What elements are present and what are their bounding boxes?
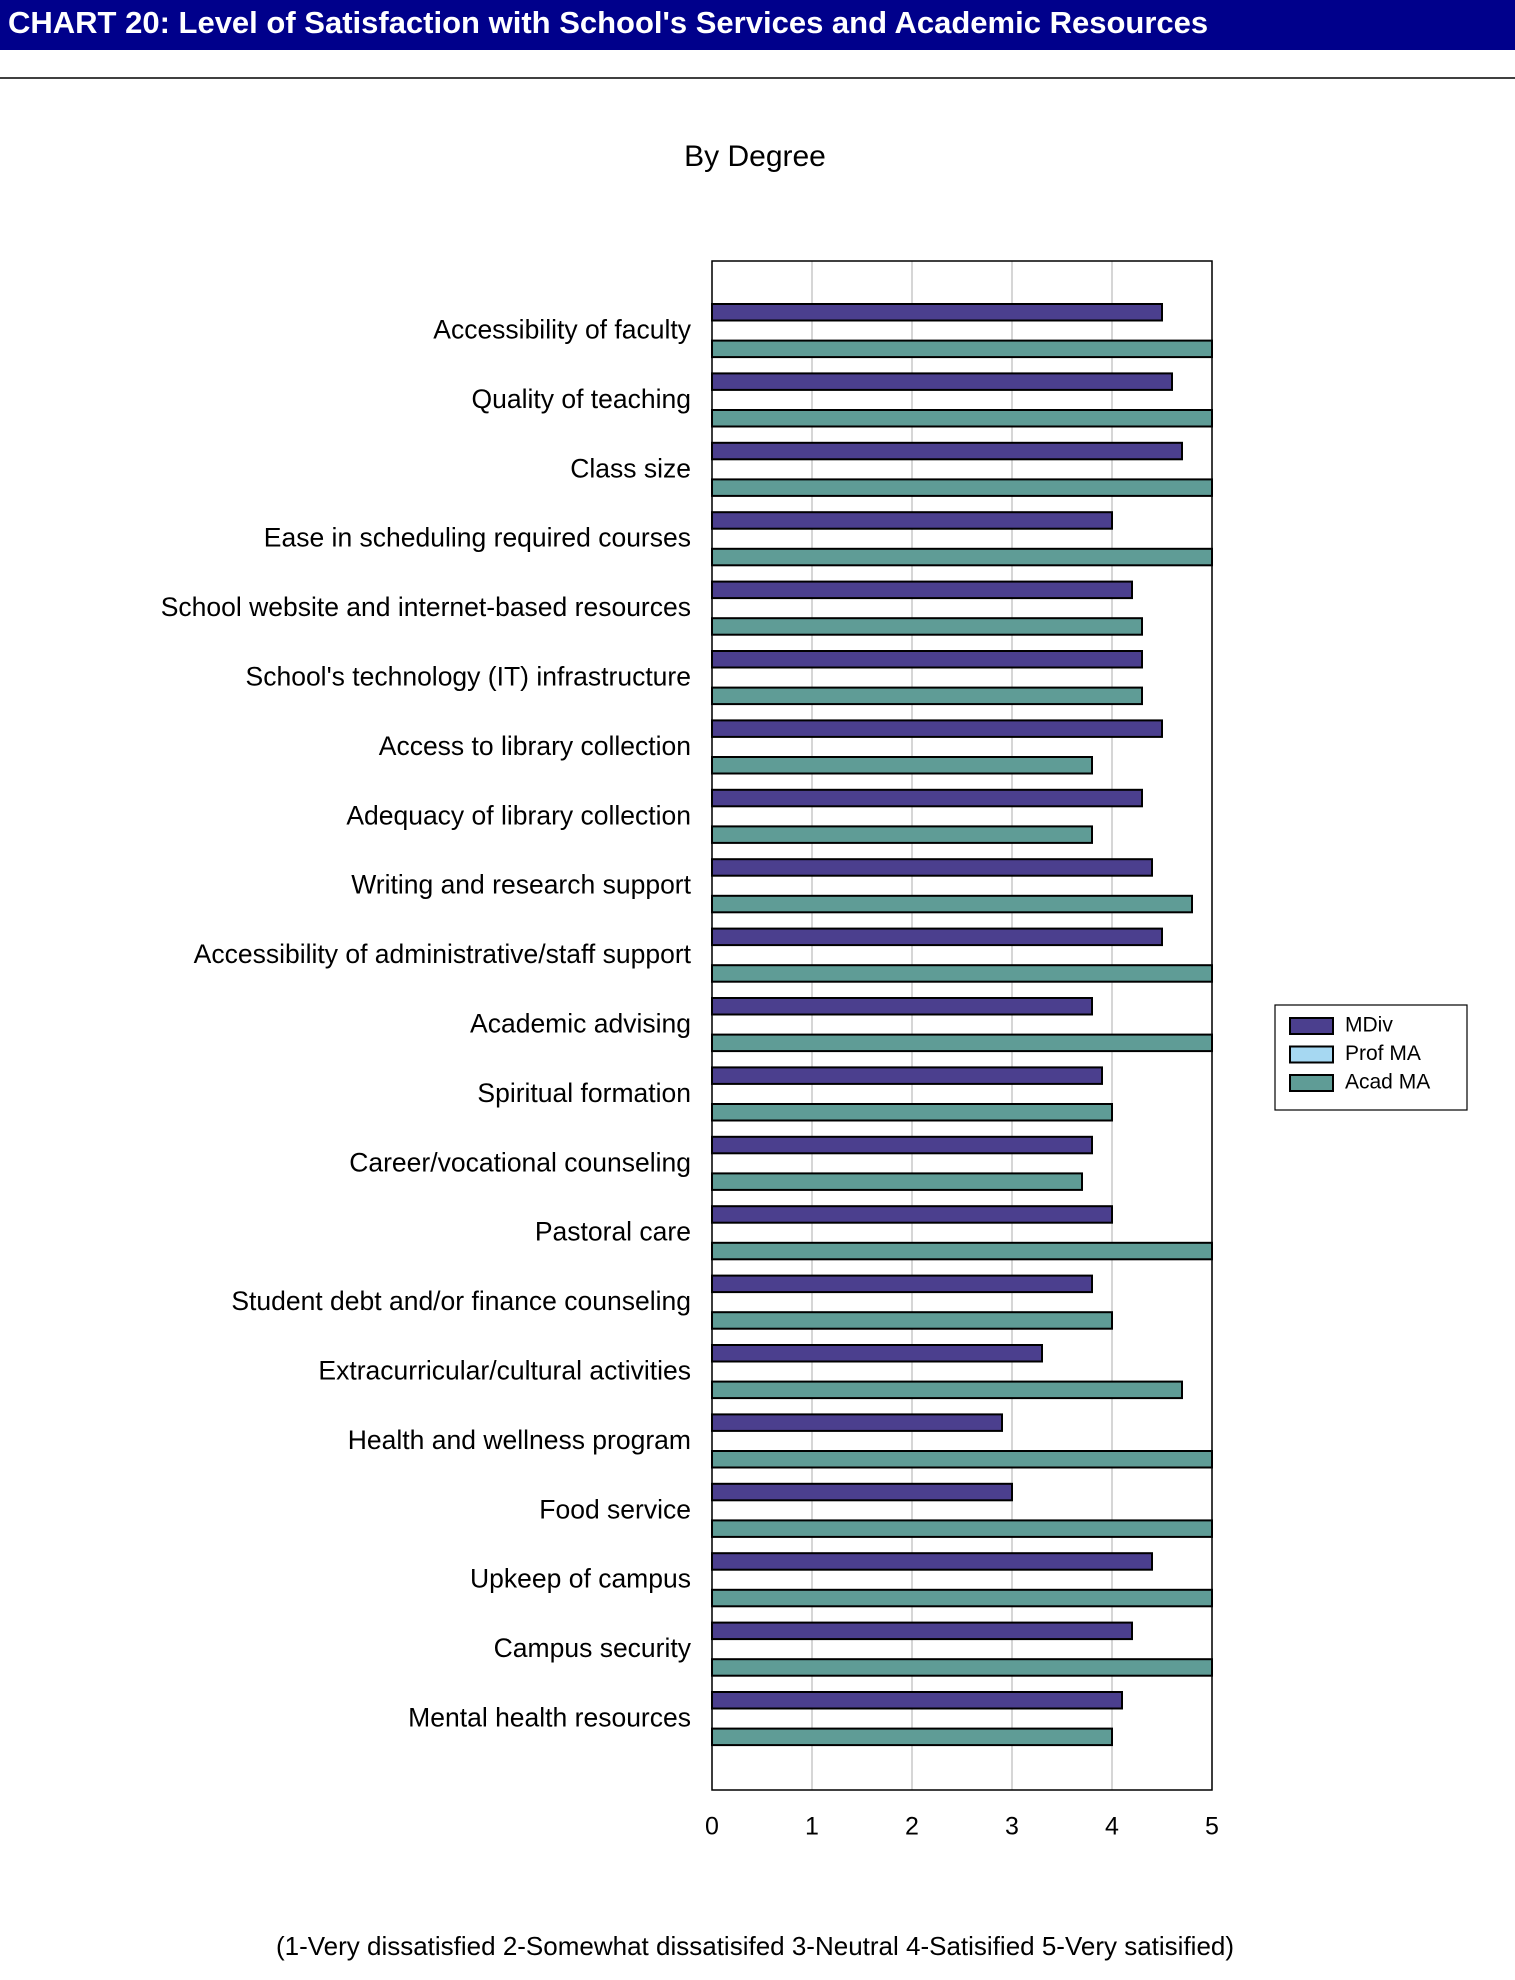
bar: [711, 825, 1093, 844]
bar: [711, 1066, 1103, 1085]
bar: [711, 1727, 1113, 1747]
legend-label: Prof MA: [1345, 1042, 1421, 1065]
category-label: Campus security: [494, 1633, 692, 1663]
bar: [711, 686, 1143, 706]
x-tick-label: 4: [1105, 1813, 1119, 1841]
category-label: Adequacy of library collection: [346, 800, 691, 830]
bar: [711, 1482, 1013, 1502]
bar: [711, 1205, 1113, 1224]
bar: [711, 511, 1113, 530]
bar: [711, 964, 1213, 983]
legend-swatch: [1289, 1017, 1334, 1035]
bar: [711, 1033, 1213, 1053]
bar: [711, 1380, 1183, 1400]
category-label: Food service: [539, 1494, 691, 1524]
bar: [711, 1135, 1093, 1155]
header-bar: [0, 0, 1515, 50]
bar: [711, 650, 1143, 669]
bar: [711, 1241, 1213, 1261]
category-label: Spiritual formation: [477, 1078, 691, 1108]
category-label: Pastoral care: [535, 1217, 691, 1247]
bar: [711, 339, 1213, 359]
bar: [711, 1588, 1213, 1608]
category-label: Mental health resources: [408, 1702, 691, 1732]
header: CHART 20: Level of Satisfaction with Sch…: [8, 5, 1208, 40]
bar: [711, 617, 1143, 636]
bar: [711, 1344, 1043, 1363]
category-label: Accessibility of faculty: [433, 314, 691, 344]
bar: [711, 1621, 1133, 1641]
bar: [711, 478, 1213, 497]
category-label: Upkeep of campus: [470, 1564, 691, 1594]
category-label: Accessibility of administrative/staff su…: [194, 939, 692, 969]
x-tick-label: 5: [1205, 1813, 1219, 1841]
bar: [711, 372, 1173, 391]
bar: [711, 580, 1133, 600]
bar: [711, 1519, 1213, 1538]
x-tick-label: 3: [1005, 1813, 1019, 1841]
legend-swatch: [1289, 1045, 1334, 1064]
bar: [711, 894, 1193, 914]
category-label: School's technology (IT) infrastructure: [246, 661, 691, 691]
footnote: (1-Very dissatisfied 2-Somewhat dissatis…: [276, 1931, 1234, 1961]
bar: [711, 1413, 1003, 1432]
bar: [711, 547, 1213, 567]
bar: [711, 858, 1153, 877]
bar: [711, 927, 1163, 947]
bar: [711, 441, 1183, 461]
legend-label: Acad MA: [1345, 1071, 1430, 1094]
x-tick-label: 0: [705, 1813, 719, 1841]
bar: [711, 1450, 1213, 1469]
category-label: Student debt and/or finance counseling: [231, 1286, 691, 1316]
bar: [711, 1274, 1093, 1294]
x-tick-label: 2: [905, 1813, 919, 1841]
bar: [711, 997, 1093, 1016]
legend-label: MDiv: [1345, 1014, 1393, 1037]
bar: [711, 1103, 1113, 1122]
category-label: Academic advising: [470, 1008, 691, 1038]
bar: [711, 719, 1163, 738]
category-label: Career/vocational counseling: [349, 1147, 691, 1177]
bar: [711, 1691, 1123, 1710]
legend-swatch: [1289, 1074, 1334, 1092]
bar: [711, 1311, 1113, 1330]
category-label: Ease in scheduling required courses: [264, 523, 691, 553]
category-label: Quality of teaching: [472, 384, 692, 414]
category-label: Class size: [570, 453, 691, 483]
bar: [711, 756, 1093, 775]
category-label: Writing and research support: [351, 870, 691, 900]
category-label: School website and internet-based resour…: [161, 592, 691, 622]
plot-frame: [711, 260, 1213, 1791]
bar: [711, 303, 1163, 322]
chart-title: By Degree: [684, 140, 826, 173]
bar: [711, 1172, 1083, 1191]
bar: [711, 788, 1143, 808]
bar: [711, 1658, 1213, 1677]
category-label: Extracurricular/cultural activities: [318, 1355, 691, 1385]
category-label: Health and wellness program: [348, 1425, 691, 1455]
x-tick-label: 1: [805, 1813, 819, 1841]
category-label: Access to library collection: [379, 731, 691, 761]
bar: [711, 1552, 1153, 1571]
bar: [711, 409, 1213, 428]
